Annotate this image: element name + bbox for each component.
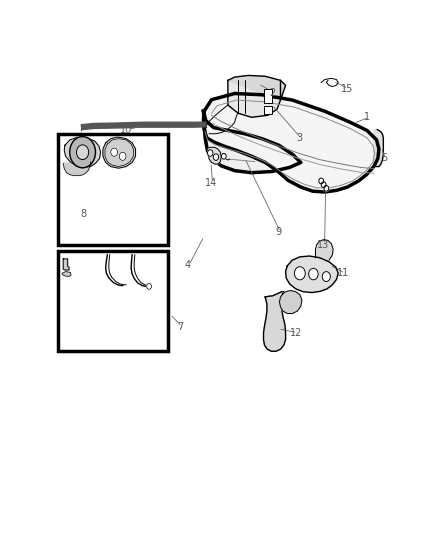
Polygon shape [228, 80, 280, 117]
Polygon shape [62, 272, 71, 277]
Circle shape [147, 284, 152, 289]
Polygon shape [264, 292, 286, 351]
Circle shape [321, 182, 326, 188]
Text: 15: 15 [340, 84, 353, 94]
Circle shape [208, 150, 213, 156]
Text: 11: 11 [337, 268, 350, 278]
Circle shape [119, 152, 126, 160]
FancyBboxPatch shape [264, 89, 272, 103]
Polygon shape [103, 137, 135, 168]
Circle shape [111, 148, 117, 156]
Text: 10: 10 [120, 125, 132, 135]
Circle shape [309, 268, 318, 280]
Circle shape [77, 145, 88, 159]
Text: 5: 5 [381, 154, 387, 163]
Text: 3: 3 [296, 133, 302, 143]
Circle shape [322, 272, 330, 281]
Text: 8: 8 [81, 209, 87, 219]
Polygon shape [203, 111, 301, 173]
Polygon shape [279, 290, 302, 313]
Circle shape [70, 136, 95, 168]
Circle shape [324, 185, 328, 191]
Polygon shape [63, 259, 69, 270]
FancyBboxPatch shape [58, 134, 169, 245]
Text: 13: 13 [317, 239, 329, 249]
Text: 7: 7 [177, 321, 184, 332]
Text: 14: 14 [205, 178, 217, 188]
Text: 4: 4 [184, 260, 190, 270]
FancyBboxPatch shape [264, 106, 272, 114]
Text: 12: 12 [290, 328, 302, 338]
Polygon shape [286, 256, 338, 293]
Polygon shape [81, 122, 206, 130]
Polygon shape [203, 93, 379, 192]
Polygon shape [64, 137, 101, 167]
Polygon shape [315, 240, 333, 260]
Text: 1: 1 [364, 112, 370, 122]
Polygon shape [208, 147, 221, 164]
Text: 9: 9 [276, 227, 282, 237]
Polygon shape [374, 130, 383, 166]
Circle shape [222, 154, 226, 159]
Polygon shape [228, 76, 286, 100]
Polygon shape [63, 161, 90, 175]
Circle shape [294, 266, 305, 280]
Circle shape [213, 154, 219, 160]
Text: 2: 2 [269, 88, 275, 98]
Circle shape [319, 178, 324, 184]
FancyBboxPatch shape [58, 251, 169, 351]
